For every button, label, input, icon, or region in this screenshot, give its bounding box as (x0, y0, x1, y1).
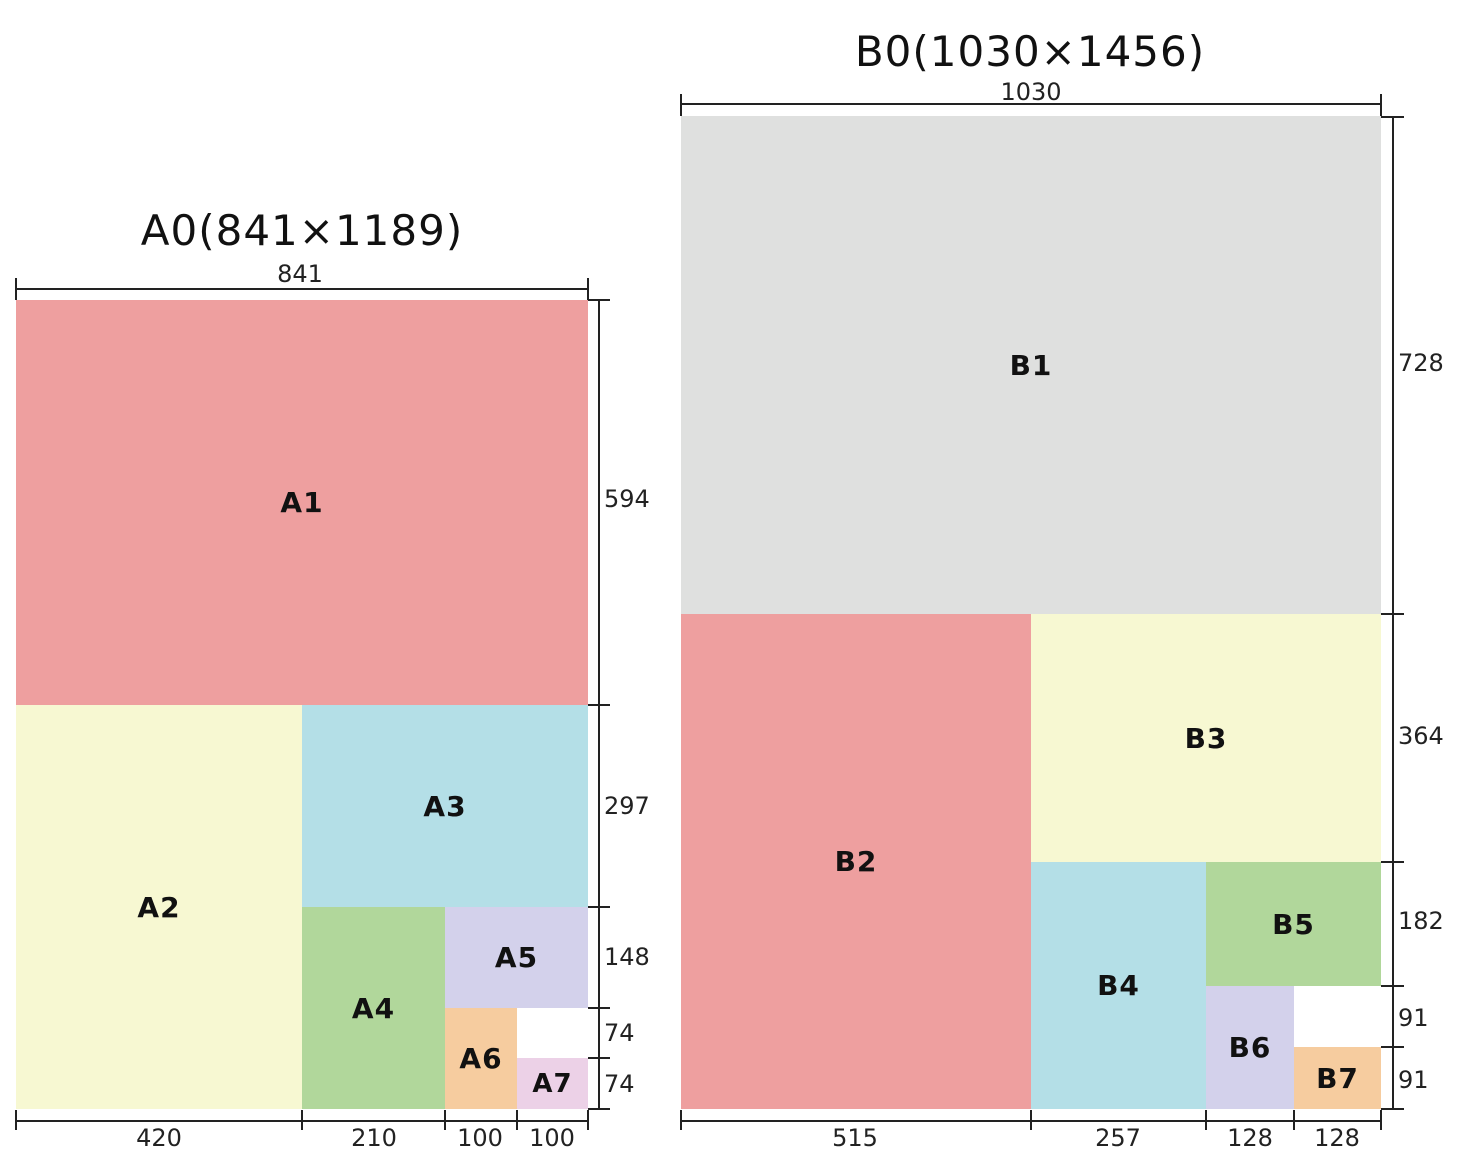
a0-top-dim-tick-left (15, 278, 17, 300)
sheet-b6: B6 (1206, 986, 1294, 1109)
sheet-b1: B1 (681, 116, 1381, 614)
sheet-a6: A6 (445, 1008, 517, 1109)
a0-top-dim-tick-right (587, 278, 589, 300)
b0-top-dim-tick-right (1380, 94, 1382, 116)
sheet-a5: A5 (445, 907, 588, 1008)
sheet-a3-label: A3 (423, 789, 467, 823)
sheet-b3-label: B3 (1184, 721, 1228, 755)
a0-right-dim-tick (588, 906, 610, 908)
b-height-label: 182 (1398, 907, 1444, 935)
a0-right-dim-tick (588, 1057, 610, 1059)
sheet-b7-label: B7 (1316, 1061, 1359, 1095)
a0-right-dim-tick (588, 299, 610, 301)
sheet-a7-label: A7 (532, 1068, 573, 1099)
a-height-label: 74 (604, 1070, 635, 1098)
a0-bottom-dim-tick (15, 1110, 17, 1130)
sheet-b3: B3 (1031, 614, 1381, 862)
sheet-a1: A1 (16, 300, 588, 705)
b0-right-dim-tick (1381, 1108, 1404, 1110)
a0-top-dim-line (16, 288, 588, 290)
sheet-b5-label: B5 (1272, 907, 1315, 941)
sheet-a2-label: A2 (137, 890, 181, 924)
sheet-a6-label: A6 (459, 1042, 503, 1075)
a0-right-dim-tick (588, 1108, 610, 1110)
sheet-b4-label: B4 (1097, 969, 1140, 1002)
sheet-a1-label: A1 (280, 486, 324, 519)
b-width-label: 128 (1227, 1124, 1273, 1152)
b-width-label: 128 (1314, 1124, 1360, 1152)
a0-title: A0(841×1189) (140, 206, 464, 255)
a-height-label: 297 (604, 792, 650, 820)
a-width-label: 210 (351, 1124, 397, 1152)
sheet-a2: A2 (16, 705, 302, 1109)
a0-right-dim-tick (588, 704, 610, 706)
a-height-label: 74 (604, 1019, 635, 1047)
b0-right-dim-tick (1381, 116, 1404, 118)
sheet-a3: A3 (302, 705, 588, 907)
b0-bottom-dim-tick (1293, 1110, 1295, 1130)
sheet-a4: A4 (302, 907, 445, 1109)
a0-width-label: 841 (277, 260, 323, 288)
b0-bottom-dim-tick (1030, 1110, 1032, 1130)
b-height-label: 91 (1398, 1004, 1429, 1032)
b0-right-dim-tick (1381, 985, 1404, 987)
a-height-label: 148 (604, 943, 650, 971)
sheet-b5: B5 (1206, 862, 1381, 986)
a0-bottom-dim-tick (444, 1110, 446, 1130)
a-width-label: 100 (529, 1124, 575, 1152)
sheet-b1-label: B1 (1009, 348, 1053, 382)
sheet-b2: B2 (681, 614, 1031, 1109)
a-width-label: 420 (136, 1124, 182, 1152)
sheet-b6-label: B6 (1228, 1031, 1272, 1064)
b0-width-label: 1030 (1000, 78, 1062, 106)
b0-bottom-dim-tick (1380, 1110, 1382, 1130)
sheet-a4-label: A4 (351, 991, 396, 1025)
b-width-label: 257 (1095, 1124, 1141, 1152)
a0-bottom-dim-tick (301, 1110, 303, 1130)
b-height-label: 91 (1398, 1066, 1429, 1094)
b0-bottom-dim-tick (1205, 1110, 1207, 1130)
b0-right-dim-tick (1381, 613, 1404, 615)
b0-title: B0(1030×1456) (854, 27, 1206, 76)
b0-right-dim-tick (1381, 861, 1404, 863)
a-width-label: 100 (457, 1124, 503, 1152)
b-height-label: 364 (1398, 722, 1444, 750)
sheet-b2-label: B2 (834, 845, 878, 878)
b0-top-dim-tick-left (680, 94, 682, 116)
b0-bottom-dim-tick (680, 1110, 682, 1130)
b-height-label: 728 (1398, 349, 1444, 377)
a0-bottom-dim-tick (516, 1110, 518, 1130)
b-width-label: 515 (832, 1124, 878, 1152)
b0-right-dim-tick (1381, 1046, 1404, 1048)
sheet-a5-label: A5 (494, 941, 539, 974)
a-height-label: 594 (604, 485, 650, 513)
a0-right-dim-tick (588, 1007, 610, 1009)
sheet-b4: B4 (1031, 862, 1206, 1109)
sheet-b7: B7 (1294, 1047, 1381, 1109)
b0-top-dim-line (681, 103, 1381, 105)
a0-bottom-dim-tick (587, 1110, 589, 1130)
sheet-a7: A7 (517, 1058, 588, 1109)
